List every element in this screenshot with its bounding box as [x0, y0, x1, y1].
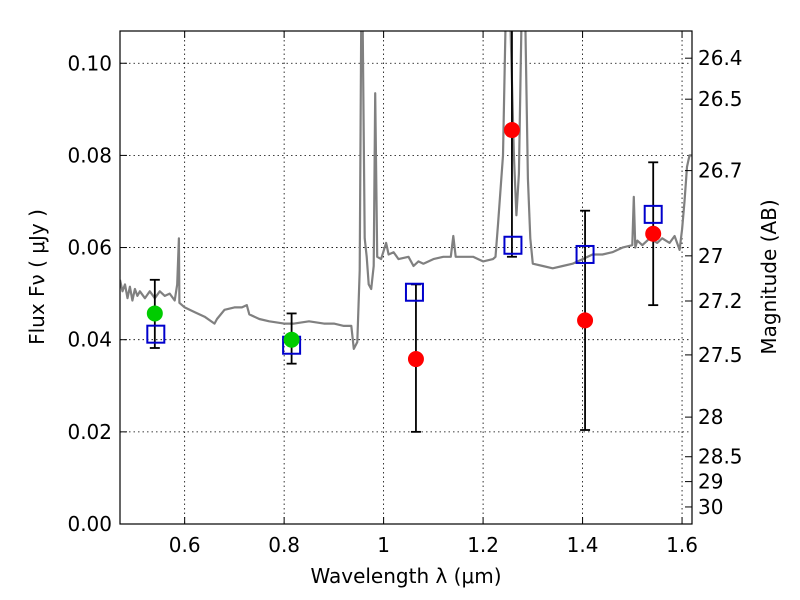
model-square-marker — [503, 235, 523, 255]
x-tick-label: 1 — [377, 533, 390, 557]
x-tick-label: 0.8 — [268, 533, 300, 557]
data-point-marker — [283, 331, 300, 348]
y-axis-title: Flux Fν ( μJy ) — [25, 209, 49, 345]
marker-layer — [146, 122, 663, 368]
x-tick-label: 1.6 — [666, 533, 698, 557]
right-tick-label: 27 — [698, 244, 723, 268]
y-tick-label: 0.10 — [67, 51, 112, 75]
right-axis-title: Magnitude (AB) — [757, 199, 781, 354]
y-ticks: 0.00 0.02 0.04 0.06 0.08 0.10 — [67, 51, 127, 536]
model-square-marker — [643, 204, 663, 224]
y-tick-label: 0.00 — [67, 512, 112, 536]
right-tick-label: 29 — [698, 470, 723, 494]
model-square-marker — [146, 324, 166, 344]
right-tick-label: 28 — [698, 405, 723, 429]
data-point-marker — [577, 312, 594, 329]
data-point-marker — [407, 351, 424, 368]
y-tick-label: 0.04 — [67, 328, 112, 352]
data-point-marker — [146, 305, 163, 322]
x-tick-label: 1.2 — [467, 533, 499, 557]
right-tick-label: 28.5 — [698, 445, 743, 469]
grid — [120, 31, 692, 525]
y-tick-label: 0.08 — [67, 143, 112, 167]
right-tick-label: 26.5 — [698, 87, 743, 111]
data-point-marker — [645, 225, 662, 242]
model-square-marker — [404, 282, 424, 302]
model-spectrum-line — [120, 31, 692, 350]
y-tick-label: 0.06 — [67, 236, 112, 260]
data-point-marker — [503, 122, 520, 139]
x-tick-label: 1.4 — [567, 533, 599, 557]
x-tick-label: 0.6 — [169, 533, 201, 557]
error-bar-layer — [149, 31, 659, 433]
y-tick-label: 0.02 — [67, 420, 112, 444]
model-spectrum-layer — [120, 31, 692, 350]
x-axis-title: Wavelength λ (μm) — [310, 564, 501, 588]
right-tick-label: 27.2 — [698, 289, 743, 313]
right-tick-label: 27.5 — [698, 343, 743, 367]
right-tick-label: 26.4 — [698, 46, 743, 70]
x-ticks: 0.6 0.8 1 1.2 1.4 1.6 — [169, 31, 698, 557]
model-square-marker — [575, 244, 595, 264]
plot-frame — [119, 30, 693, 525]
right-tick-label: 26.7 — [698, 159, 743, 183]
right-tick-label: 30 — [698, 495, 723, 519]
